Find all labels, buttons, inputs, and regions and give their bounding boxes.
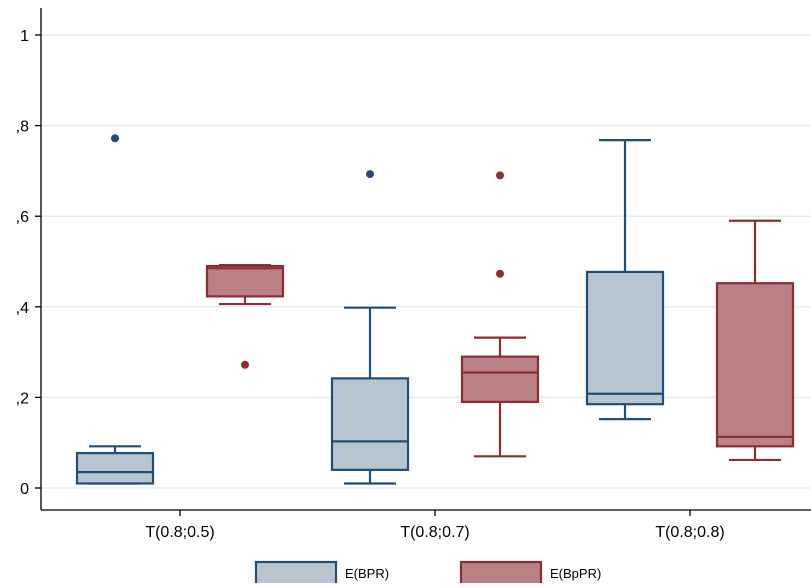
box-iqr	[585, 270, 665, 406]
box-iqr	[460, 355, 540, 404]
box-ebpr	[75, 134, 155, 485]
legend: E(BPR) E(BpPR)	[254, 560, 601, 588]
legend-label: E(BpPR)	[550, 566, 601, 581]
legend-swatch	[459, 560, 543, 588]
box-iqr	[330, 377, 410, 471]
boxes	[75, 134, 795, 485]
y-tick-label: ,8	[16, 119, 29, 136]
outlier-point	[366, 170, 374, 179]
legend-swatch	[254, 560, 338, 588]
outlier-point	[496, 269, 504, 278]
x-tick-label: T(0.8;0.5)	[145, 524, 214, 541]
x-tick-label: T(0.8;0.8)	[655, 524, 724, 541]
axes: 0 ,2 ,4 ,6 ,8 1 T(0.8;0.5) T(0.8;0.7) T(0.8;0.8)	[16, 8, 811, 541]
box-iqr	[205, 264, 285, 298]
y-tick-label: 1	[20, 28, 29, 45]
box-iqr	[715, 282, 795, 448]
box-ebppr	[715, 219, 795, 462]
box-ebpr	[585, 138, 665, 421]
outlier-point	[111, 134, 119, 143]
gridlines	[41, 34, 811, 489]
y-tick-label: 0	[20, 481, 29, 498]
box-iqr	[75, 452, 155, 485]
box-ebppr	[205, 264, 285, 369]
box-ebppr	[460, 171, 540, 458]
y-tick-label: ,4	[16, 300, 29, 317]
y-tick-label: ,2	[16, 390, 29, 407]
outlier-point	[496, 171, 504, 180]
outlier-point	[241, 360, 249, 369]
x-tick-label: T(0.8;0.7)	[400, 524, 469, 541]
y-tick-label: ,6	[16, 209, 29, 226]
box-ebpr	[330, 170, 410, 485]
legend-label: E(BPR)	[345, 566, 389, 581]
